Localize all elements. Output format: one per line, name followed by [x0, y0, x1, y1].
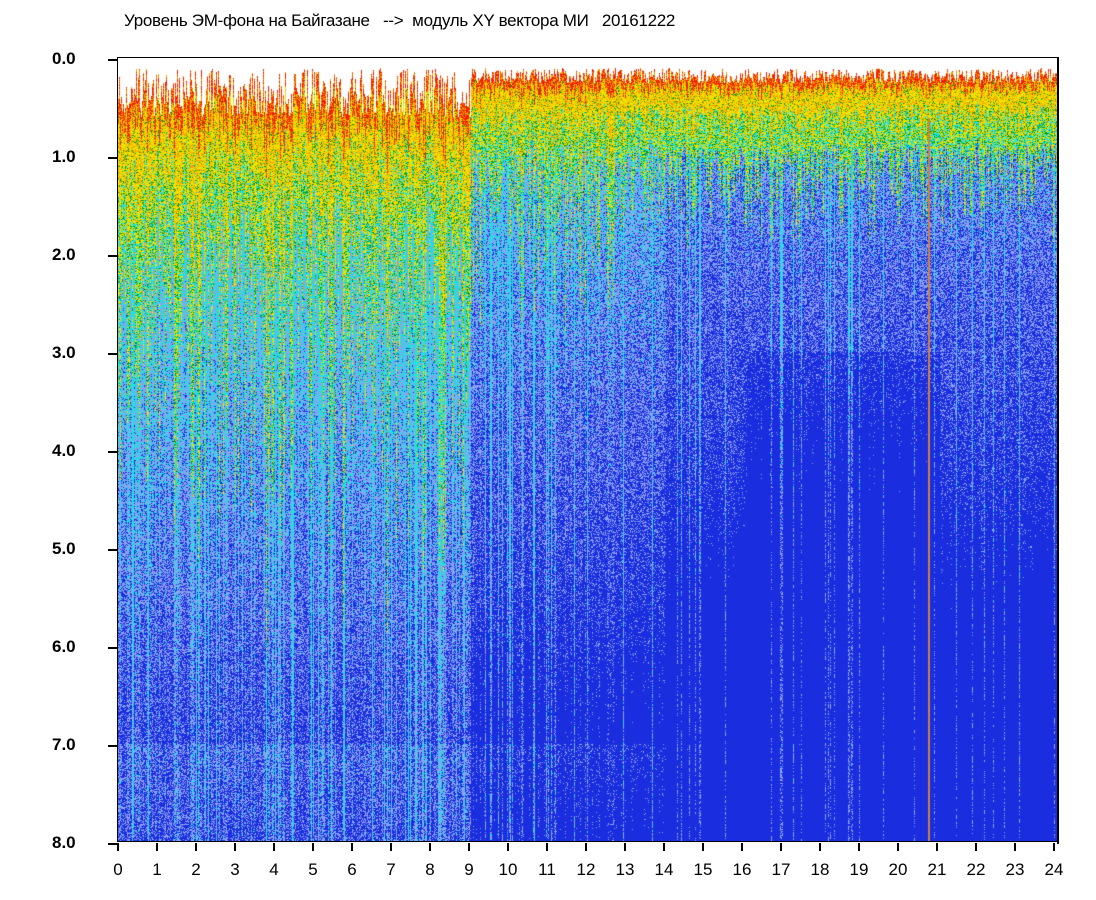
x-tick-label: 8: [425, 860, 435, 879]
y-tick: [108, 59, 118, 61]
x-tick: [273, 843, 275, 851]
y-tick: [108, 451, 118, 453]
x-tick-label: 6: [347, 860, 357, 879]
y-tick: [108, 647, 118, 649]
y-tick: [108, 843, 118, 845]
x-tick-label: 3: [230, 860, 240, 879]
y-tick-label: 1.0: [52, 147, 76, 166]
chart-title: Уровень ЭМ-фона на Байгазане --> модуль …: [124, 11, 676, 30]
x-tick-label: 16: [732, 860, 752, 879]
x-tick: [819, 843, 821, 851]
x-tick: [429, 843, 431, 851]
x-tick: [195, 843, 197, 851]
y-tick-label: 5.0: [52, 539, 76, 558]
y-tick-label: 7.0: [52, 735, 76, 754]
x-tick: [702, 843, 704, 851]
y-tick-label: 8.0: [52, 833, 76, 852]
x-tick: [1053, 843, 1055, 851]
x-tick: [585, 843, 587, 851]
plot-area: [117, 57, 1058, 842]
x-tick-label: 10: [498, 860, 518, 879]
x-tick-label: 2: [191, 860, 201, 879]
x-tick: [1014, 843, 1016, 851]
x-tick-label: 0: [113, 860, 123, 879]
x-tick: [897, 843, 899, 851]
x-tick-label: 15: [693, 860, 713, 879]
x-tick: [546, 843, 548, 851]
y-tick: [108, 353, 118, 355]
x-tick: [234, 843, 236, 851]
x-tick-label: 24: [1044, 860, 1064, 879]
x-tick: [936, 843, 938, 851]
x-tick: [351, 843, 353, 851]
y-tick-label: 6.0: [52, 637, 76, 656]
y-tick: [108, 549, 118, 551]
x-tick-label: 20: [888, 860, 908, 879]
x-tick-label: 18: [810, 860, 830, 879]
x-tick-label: 19: [849, 860, 869, 879]
y-tick: [108, 157, 118, 159]
x-tick: [975, 843, 977, 851]
x-tick: [663, 843, 665, 851]
x-tick-label: 14: [654, 860, 674, 879]
x-tick: [468, 843, 470, 851]
y-tick-label: 0.0: [52, 49, 76, 68]
x-tick: [312, 843, 314, 851]
x-tick: [507, 843, 509, 851]
plot-border-right: [1057, 57, 1059, 844]
x-tick-label: 7: [386, 860, 396, 879]
x-tick: [117, 843, 119, 851]
x-tick-label: 22: [966, 860, 986, 879]
x-tick-label: 5: [308, 860, 318, 879]
x-tick-label: 4: [269, 860, 279, 879]
x-tick: [624, 843, 626, 851]
x-tick-label: 23: [1005, 860, 1025, 879]
y-tick: [108, 745, 118, 747]
y-tick-label: 2.0: [52, 245, 76, 264]
x-tick-label: 13: [615, 860, 635, 879]
x-tick: [780, 843, 782, 851]
y-tick-label: 3.0: [52, 343, 76, 362]
x-tick: [390, 843, 392, 851]
x-tick: [858, 843, 860, 851]
x-tick: [156, 843, 158, 851]
x-tick-label: 11: [538, 860, 556, 879]
x-tick: [741, 843, 743, 851]
x-tick-label: 12: [576, 860, 596, 879]
y-tick: [108, 255, 118, 257]
x-tick-label: 9: [464, 860, 474, 879]
x-tick-label: 17: [771, 860, 791, 879]
x-tick-label: 1: [152, 860, 162, 879]
spectrogram-heatmap: [118, 58, 1057, 841]
x-tick-label: 21: [927, 860, 947, 879]
y-tick-label: 4.0: [52, 441, 76, 460]
